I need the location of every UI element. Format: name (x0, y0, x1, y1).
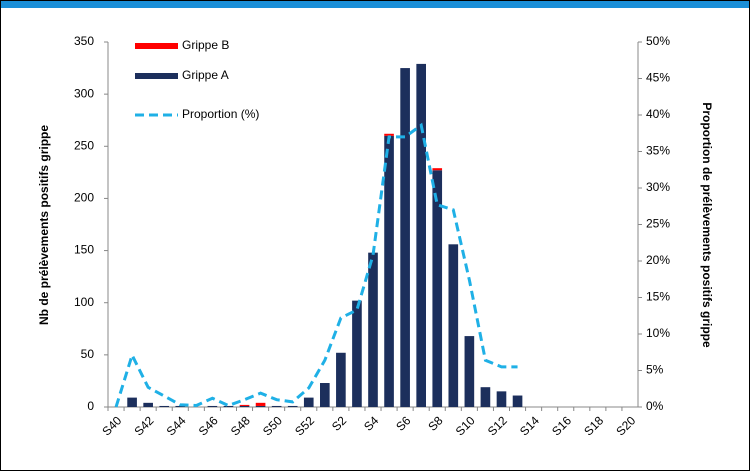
bar (384, 133, 394, 136)
y2-tick-label: 10% (646, 326, 670, 340)
legend-label: Grippe B (182, 38, 229, 52)
y2-tick-label: 35% (646, 144, 670, 158)
y-tick-label: 350 (74, 34, 94, 48)
bar (352, 300, 362, 407)
bar (432, 168, 443, 171)
bar (432, 170, 443, 407)
bar (287, 405, 298, 407)
bar (448, 244, 459, 407)
bar (175, 405, 186, 407)
bar (464, 336, 475, 407)
y2-tick-label: 0% (646, 399, 664, 413)
bar (384, 135, 394, 407)
legend-label: Proportion (%) (182, 107, 259, 121)
y-tick-label: 150 (74, 243, 94, 257)
bar (255, 402, 266, 406)
bar (368, 252, 378, 407)
bar (416, 63, 426, 408)
legend-swatch (135, 43, 178, 49)
bar (336, 352, 346, 407)
legend-label: Grippe A (182, 68, 229, 82)
bar (320, 383, 330, 407)
y-axis-label: Nb de prélèvements positifs grippe (37, 125, 51, 325)
y-tick-label: 0 (87, 399, 94, 413)
bar (239, 405, 250, 407)
bar (223, 405, 234, 407)
y2-tick-label: 25% (646, 217, 670, 231)
bar (207, 405, 218, 407)
bar (159, 405, 170, 407)
y2-tick-label: 40% (646, 107, 670, 121)
y2-tick-label: 15% (646, 290, 670, 304)
bar (271, 405, 282, 407)
bar (255, 405, 266, 407)
bar (512, 395, 523, 407)
y2-tick-label: 30% (646, 180, 670, 194)
bar (480, 387, 491, 407)
y-tick-label: 200 (74, 191, 94, 205)
y-tick-label: 300 (74, 86, 94, 100)
y2-axis-label: Proportion de prélèvements positifs grip… (700, 102, 714, 348)
y-tick-label: 50 (81, 347, 95, 361)
legend-swatch (135, 73, 178, 79)
y2-tick-label: 20% (646, 253, 670, 267)
y-tick-label: 100 (74, 295, 94, 309)
y2-tick-label: 5% (646, 363, 664, 377)
bar (496, 391, 507, 407)
y2-tick-label: 50% (646, 34, 670, 48)
y2-tick-label: 45% (646, 71, 670, 85)
bar (239, 404, 250, 406)
line (114, 122, 518, 408)
bar (400, 68, 410, 408)
header-strip (1, 1, 749, 8)
bar (127, 397, 137, 407)
y-tick-label: 250 (74, 138, 94, 152)
bar (303, 397, 314, 407)
bar (143, 402, 153, 407)
